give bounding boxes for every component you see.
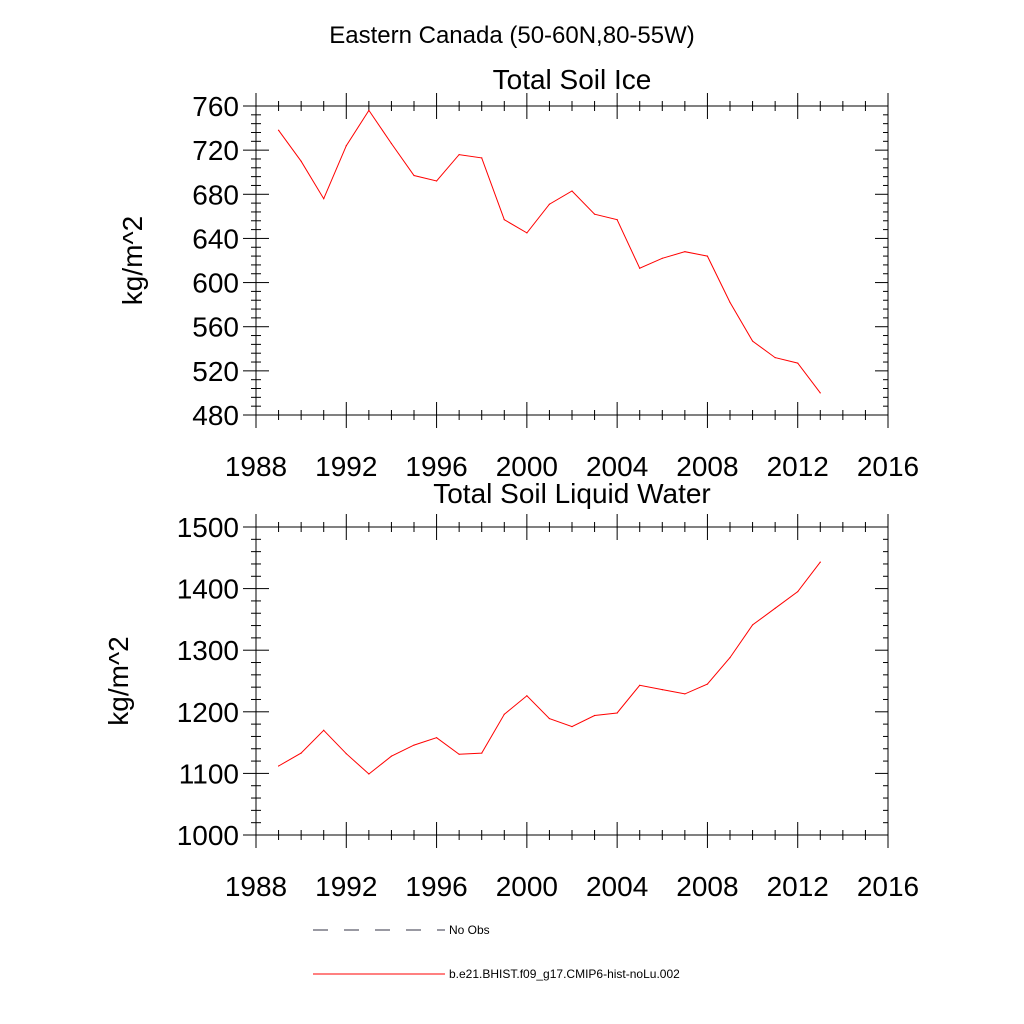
chart-panels: Total Soil Ice kg/m^2 1988 1992 1996 2000 2004… [103, 64, 919, 902]
data-point [526, 695, 528, 697]
data-point [684, 251, 686, 253]
x-tick-label: 1996 [405, 871, 467, 902]
plot-frame [255, 526, 889, 836]
data-point [481, 752, 483, 754]
data-point [277, 765, 280, 767]
legend-label-no-obs: No Obs [449, 923, 490, 937]
y-tick-label: 600 [192, 268, 239, 299]
data-point [684, 693, 686, 695]
chart-title: Total Soil Liquid Water [433, 478, 711, 509]
data-point [751, 340, 754, 342]
y-tick-label: 520 [192, 356, 239, 387]
data-point [435, 737, 438, 739]
data-point [616, 219, 618, 221]
y-tick-label: 1000 [177, 820, 239, 851]
y-tick-label: 760 [192, 91, 239, 122]
data-point [390, 755, 393, 757]
plot-frame [255, 105, 889, 416]
data-point [277, 129, 280, 131]
y-axis-label: kg/m^2 [117, 216, 148, 305]
data-point [571, 725, 573, 728]
data-point [503, 713, 505, 715]
data-point [368, 109, 370, 112]
chart-panel-1: Total Soil Ice kg/m^2 1988 1992 1996 2000 2004… [117, 64, 919, 482]
x-tick-label: 2012 [767, 451, 829, 482]
data-point [345, 145, 347, 147]
data-point [368, 773, 370, 775]
data-point [413, 174, 415, 177]
data-point [526, 232, 528, 234]
data-point [435, 180, 438, 182]
data-point [548, 717, 551, 720]
data-point [661, 689, 663, 691]
data-point [503, 219, 505, 221]
x-tick-label: 1988 [225, 871, 287, 902]
y-tick-label: 1300 [177, 635, 239, 666]
data-point [729, 656, 731, 659]
data-point [548, 203, 551, 205]
y-tick-label: 1400 [177, 574, 239, 605]
x-tick-label: 2004 [586, 451, 648, 482]
data-point [390, 142, 393, 145]
data-point [706, 683, 709, 685]
data-point [323, 729, 325, 731]
x-tick-label: 1992 [315, 871, 377, 902]
x-tick-label: 1992 [315, 451, 377, 482]
x-tick-label: 2016 [857, 451, 919, 482]
data-point [706, 255, 709, 257]
legend: No Obs b.e21.BHIST.f09_g17.CMIP6-hist-no… [313, 923, 680, 981]
data-point [819, 561, 821, 563]
data-point [300, 160, 302, 162]
y-tick-label: 640 [192, 223, 239, 254]
data-point [639, 684, 641, 686]
chart-panel-2: Total Soil Liquid Water kg/m^2 1988 1992 199… [103, 478, 919, 902]
chart-title: Total Soil Ice [493, 64, 652, 95]
data-point [729, 301, 731, 304]
y-axis-label: kg/m^2 [103, 636, 134, 725]
series-line [278, 109, 821, 394]
y-tick-label: 1100 [179, 758, 239, 789]
legend-label-model: b.e21.BHIST.f09_g17.CMIP6-hist-noLu.002 [449, 967, 680, 981]
data-point [661, 257, 663, 259]
x-tick-label: 2004 [586, 871, 648, 902]
data-point [345, 753, 347, 755]
data-point [774, 607, 776, 609]
data-point [751, 624, 754, 626]
series-line [278, 561, 821, 775]
data-point [458, 153, 460, 156]
data-point [819, 392, 821, 394]
data-point [481, 157, 483, 159]
x-tick-label: 2016 [857, 871, 919, 902]
y-tick-label: 480 [192, 400, 239, 431]
y-tick-label: 680 [192, 179, 239, 210]
y-tick-label: 560 [192, 312, 239, 343]
x-tick-label: 1996 [405, 451, 467, 482]
data-point [413, 744, 415, 746]
data-point [458, 753, 460, 755]
x-tick-label: 2000 [496, 871, 558, 902]
data-point [797, 591, 799, 593]
y-tick-label: 720 [192, 135, 239, 166]
x-tick-label: 2008 [676, 871, 738, 902]
data-point [300, 752, 302, 754]
x-tick-label: 2012 [767, 871, 829, 902]
data-point [774, 357, 776, 359]
y-tick-label: 1200 [177, 697, 239, 728]
x-tick-label: 2008 [676, 451, 738, 482]
data-point [593, 213, 596, 215]
data-point [593, 714, 596, 717]
data-point [639, 267, 641, 269]
x-tick-label: 2000 [496, 451, 558, 482]
y-tick-label: 1500 [177, 512, 239, 543]
data-point [616, 712, 618, 714]
data-point [571, 190, 573, 192]
figure-title: Eastern Canada (50-60N,80-55W) [329, 22, 695, 49]
data-point [323, 198, 325, 200]
x-tick-label: 1988 [225, 451, 287, 482]
data-point [797, 362, 799, 364]
